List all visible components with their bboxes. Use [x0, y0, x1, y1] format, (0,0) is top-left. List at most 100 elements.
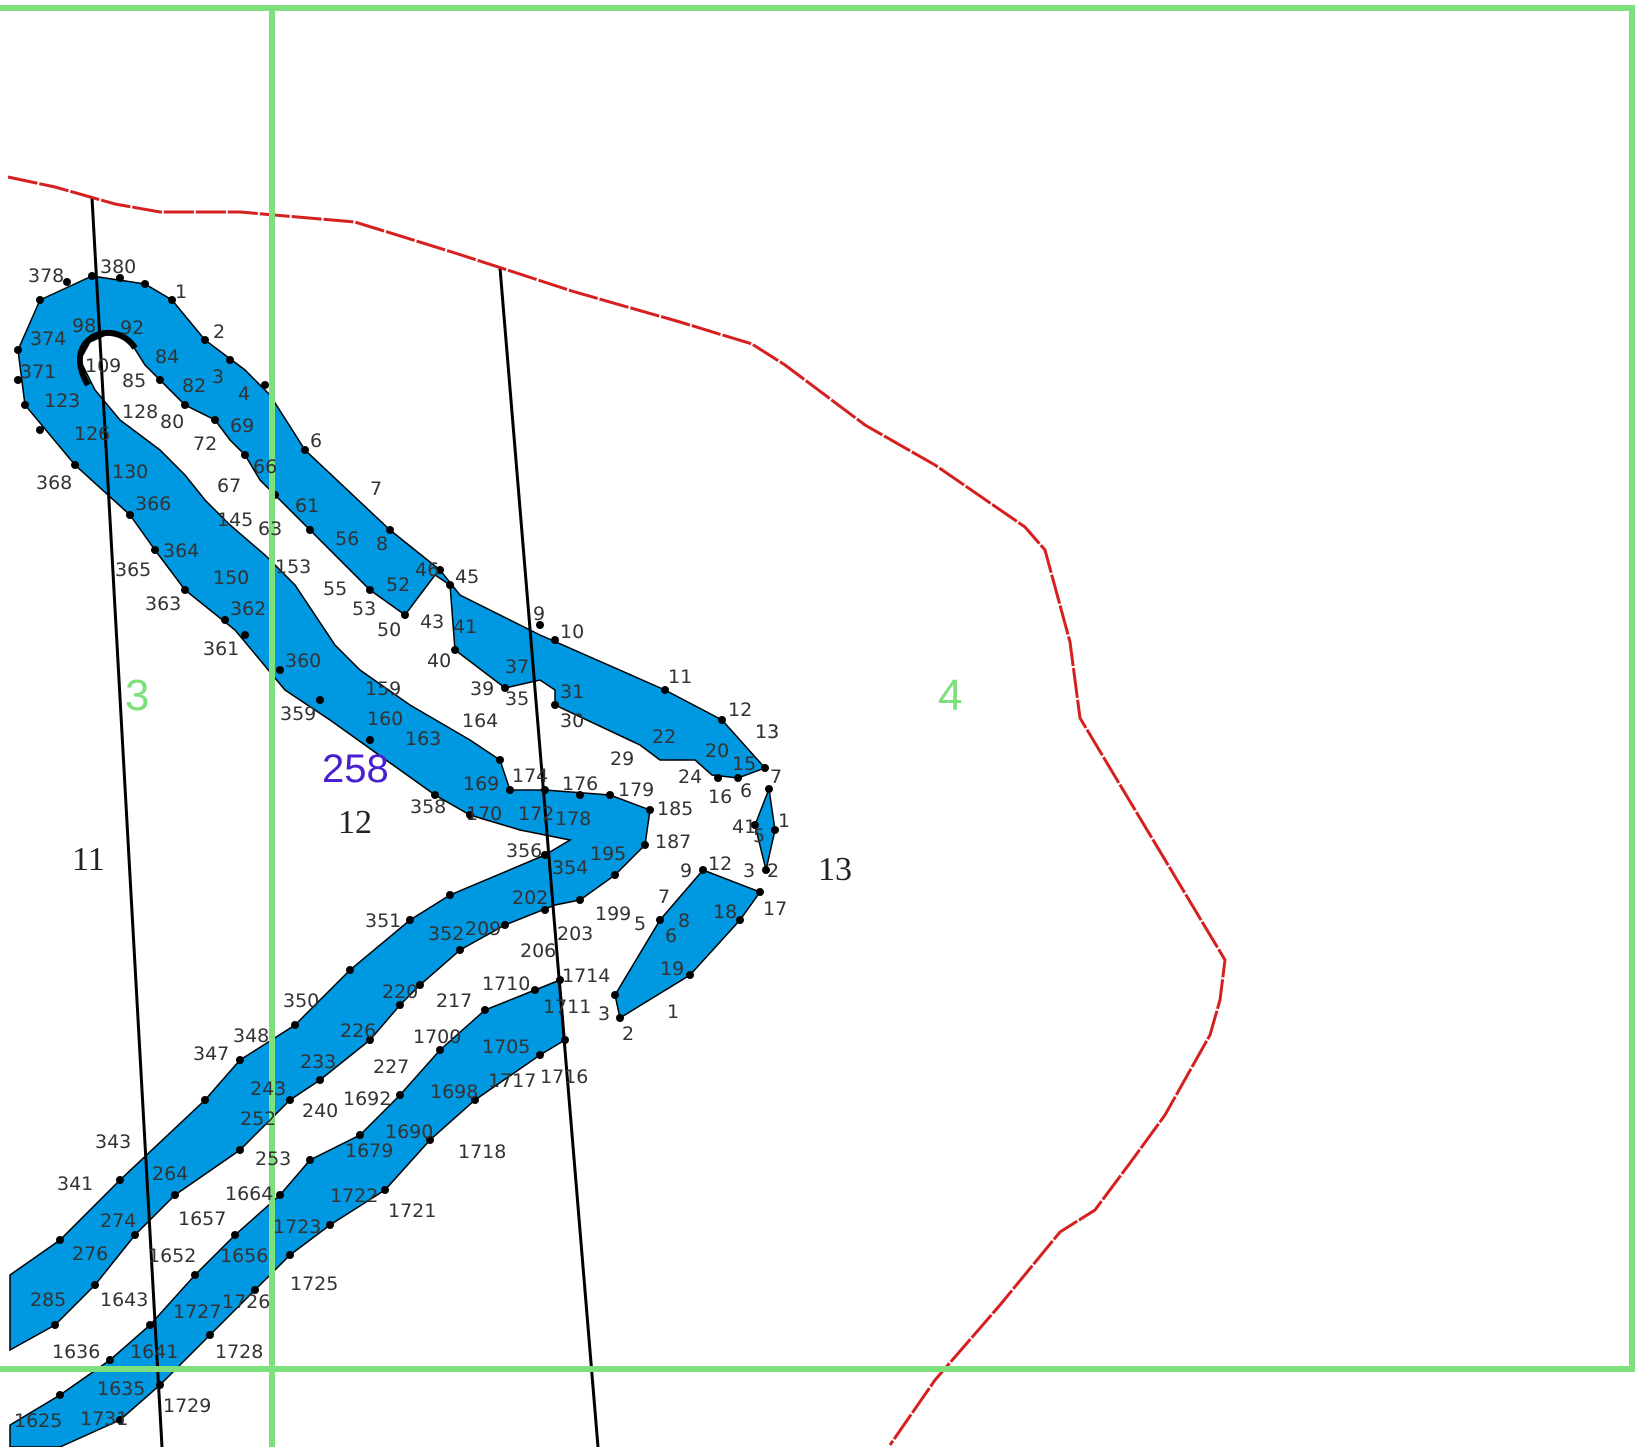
vertex-label: 227 [373, 1056, 409, 1078]
vertex-label: 80 [160, 411, 184, 433]
vertex-label: 354 [552, 857, 588, 879]
vertex-label: 153 [275, 556, 311, 578]
vertex-label: 150 [213, 567, 249, 589]
vertex-label: 82 [182, 375, 206, 397]
vertex-labels: 378 380 1 2 374 98 92 84 109 85 371 82 3… [14, 256, 790, 1432]
vertex-label: 187 [655, 831, 691, 853]
vertex-label: 363 [145, 593, 181, 615]
vertex-label: 1 [667, 1001, 679, 1023]
vertex-label: 43 [420, 611, 444, 633]
vertex-label: 145 [217, 509, 253, 531]
vertex-label: 7 [658, 886, 670, 908]
sheet-label-4: 4 [938, 671, 962, 720]
vertex-label: 361 [203, 638, 239, 660]
vertex-label: 126 [74, 423, 110, 445]
vertex-label: 1679 [345, 1140, 393, 1162]
vertex-label: 72 [193, 433, 217, 455]
vertex-label: 360 [285, 650, 321, 672]
vertex-label: 41 [732, 816, 756, 838]
vertex-label: 1698 [430, 1081, 478, 1103]
parcel-lines [90, 197, 600, 1447]
vertex-label: 220 [382, 981, 418, 1003]
vertex-label: 1727 [173, 1301, 221, 1323]
vertex-label: 1690 [385, 1121, 433, 1143]
vertex-label: 1692 [343, 1088, 391, 1110]
vertex-points [14, 272, 779, 1424]
vertex-label: 16 [708, 786, 732, 808]
river-channel-main[interactable] [9, 275, 767, 1352]
vertex-label: 92 [120, 317, 144, 339]
vertex-label: 163 [405, 728, 441, 750]
vertex-label: 203 [557, 923, 593, 945]
vertex-label: 56 [335, 528, 359, 550]
vertex-label: 356 [506, 840, 542, 862]
vertex-label: 11 [668, 666, 692, 688]
vertex-label: 1 [175, 281, 187, 303]
vertex-label: 185 [657, 798, 693, 820]
vertex-label: 20 [705, 740, 729, 762]
vertex-label: 2 [767, 860, 779, 882]
vertex-label: 217 [436, 990, 472, 1012]
vertex-label: 1710 [482, 973, 530, 995]
vertex-label: 179 [618, 779, 654, 801]
vertex-label: 1656 [220, 1245, 268, 1267]
island-east[interactable] [614, 869, 762, 1020]
vertex-label: 9 [680, 860, 692, 882]
water-bodies [9, 275, 776, 1447]
sheet-grid [0, 5, 1635, 1447]
vertex-label: 15 [732, 753, 756, 775]
vertex-label: 29 [610, 748, 634, 770]
parcel-label-12: 12 [338, 804, 372, 841]
vertex-label: 7 [770, 766, 782, 788]
vertex-label: 178 [555, 808, 591, 830]
vertex-label: 39 [470, 678, 494, 700]
vertex-label: 40 [427, 650, 451, 672]
vertex-label: 1721 [388, 1200, 436, 1222]
cadastral-number: 258 [322, 747, 389, 791]
sheet-label-3: 3 [125, 671, 149, 720]
vertex-label: 359 [280, 703, 316, 725]
vertex-label: 1729 [163, 1395, 211, 1417]
vertex-label: 380 [100, 256, 136, 278]
vertex-label: 52 [386, 574, 410, 596]
vertex-label: 12 [708, 853, 732, 875]
vertex-label: 378 [28, 265, 64, 287]
vertex-label: 30 [560, 710, 584, 732]
vertex-label: 2 [213, 321, 225, 343]
vertex-label: 6 [740, 780, 752, 802]
vertex-label: 285 [30, 1289, 66, 1311]
vertex-label: 1717 [488, 1070, 536, 1092]
vertex-label: 199 [595, 903, 631, 925]
vertex-label: 5 [753, 825, 765, 847]
vertex-label: 61 [295, 495, 319, 517]
vertex-label: 6 [665, 925, 677, 947]
vertex-label: 358 [410, 796, 446, 818]
vertex-label: 98 [72, 315, 96, 337]
vertex-label: 1723 [273, 1216, 321, 1238]
vertex-label: 8 [376, 533, 388, 555]
vertex-label: 5 [634, 913, 646, 935]
vertex-label: 341 [57, 1173, 93, 1195]
vertex-label: 1625 [14, 1410, 62, 1432]
vertex-label: 45 [455, 566, 479, 588]
vertex-label: 347 [193, 1043, 229, 1065]
vertex-label: 1725 [290, 1273, 338, 1295]
vertex-label: 109 [85, 355, 121, 377]
vertex-label: 8 [678, 910, 690, 932]
vertex-label: 9 [533, 603, 545, 625]
vertex-label: 123 [44, 390, 80, 412]
vertex-label: 3 [598, 1003, 610, 1025]
vertex-label: 66 [253, 456, 277, 478]
vertex-label: 1641 [130, 1341, 178, 1363]
vertex-label: 368 [36, 472, 72, 494]
vertex-label: 160 [367, 708, 403, 730]
vertex-label: 1643 [100, 1289, 148, 1311]
vertex-label: 12 [728, 699, 752, 721]
river-channel-lower[interactable] [9, 978, 566, 1447]
vertex-label: 53 [352, 598, 376, 620]
vertex-label: 1726 [222, 1291, 270, 1313]
vertex-label: 252 [240, 1108, 276, 1130]
vertex-label: 243 [250, 1078, 286, 1100]
vertex-label: 159 [365, 678, 401, 700]
